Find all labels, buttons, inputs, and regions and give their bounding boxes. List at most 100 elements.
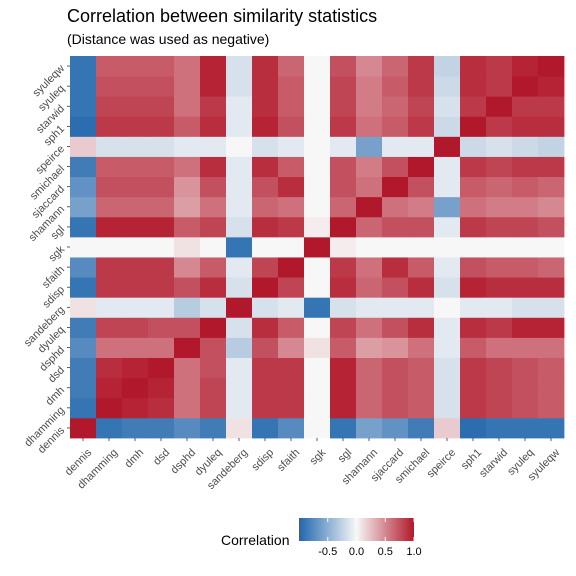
heatmap-cell bbox=[382, 257, 408, 278]
heatmap-cell bbox=[226, 96, 252, 117]
heatmap-cell bbox=[408, 378, 434, 399]
heatmap-cell bbox=[330, 217, 356, 238]
heatmap-cell bbox=[434, 197, 460, 218]
heatmap-cell bbox=[330, 277, 356, 298]
heatmap-cell bbox=[70, 297, 96, 318]
heatmap-cell bbox=[434, 96, 460, 117]
heatmap-cell bbox=[304, 378, 330, 399]
heatmap-cell bbox=[512, 237, 538, 258]
heatmap-cell bbox=[200, 56, 226, 77]
heatmap-cell bbox=[278, 217, 304, 238]
heatmap-cell bbox=[122, 96, 148, 117]
heatmap-cell bbox=[174, 378, 200, 399]
heatmap-cell bbox=[278, 297, 304, 318]
heatmap-cell bbox=[278, 177, 304, 198]
heatmap-cell bbox=[252, 418, 278, 439]
heatmap-cell bbox=[174, 418, 200, 439]
heatmap-cell bbox=[70, 217, 96, 238]
heatmap-cell bbox=[382, 277, 408, 298]
heatmap-cell bbox=[538, 358, 564, 379]
legend-tick-label: 1.0 bbox=[406, 546, 421, 558]
x-tick-label: sgk bbox=[308, 446, 329, 467]
y-tick-label: sfaith bbox=[40, 264, 67, 291]
heatmap-cell bbox=[226, 157, 252, 178]
heatmap-cell bbox=[200, 277, 226, 298]
heatmap-cell bbox=[304, 177, 330, 198]
heatmap-cell bbox=[356, 136, 382, 157]
heatmap-cell bbox=[512, 177, 538, 198]
heatmap-cell bbox=[382, 358, 408, 379]
heatmap-cell bbox=[330, 237, 356, 258]
heatmap-cell bbox=[122, 136, 148, 157]
heatmap-cell bbox=[122, 257, 148, 278]
heatmap-cell bbox=[356, 116, 382, 137]
heatmap-cell bbox=[434, 337, 460, 358]
heatmap-cell bbox=[382, 197, 408, 218]
heatmap-cell bbox=[70, 398, 96, 419]
heatmap-cell bbox=[200, 398, 226, 419]
heatmap-cell bbox=[70, 76, 96, 97]
heatmap-cell bbox=[512, 358, 538, 379]
heatmap-cell bbox=[512, 76, 538, 97]
heatmap-cell bbox=[408, 337, 434, 358]
heatmap-cell bbox=[460, 337, 486, 358]
heatmap-cell bbox=[330, 337, 356, 358]
heatmap-cell bbox=[330, 116, 356, 137]
heatmap-cell bbox=[122, 337, 148, 358]
heatmap-cell bbox=[512, 257, 538, 278]
heatmap-cell bbox=[200, 197, 226, 218]
heatmap-cell bbox=[486, 418, 512, 439]
heatmap-cell bbox=[148, 96, 174, 117]
heatmap-cell bbox=[512, 157, 538, 178]
heatmap-cell bbox=[512, 337, 538, 358]
heatmap-cell bbox=[512, 136, 538, 157]
heatmap-cell bbox=[174, 297, 200, 318]
heatmap-cell bbox=[304, 217, 330, 238]
heatmap-cell bbox=[278, 197, 304, 218]
heatmap-cells bbox=[70, 56, 564, 438]
x-tick-label: dsd bbox=[151, 447, 172, 468]
heatmap-cell bbox=[486, 96, 512, 117]
heatmap-cell bbox=[174, 197, 200, 218]
heatmap-cell bbox=[174, 317, 200, 338]
heatmap-cell bbox=[252, 277, 278, 298]
heatmap-cell bbox=[304, 76, 330, 97]
heatmap-cell bbox=[70, 378, 96, 399]
heatmap-cell bbox=[252, 177, 278, 198]
heatmap-cell bbox=[356, 237, 382, 258]
heatmap-cell bbox=[486, 358, 512, 379]
heatmap-cell bbox=[486, 378, 512, 399]
heatmap-cell bbox=[512, 277, 538, 298]
heatmap-cell bbox=[434, 116, 460, 137]
heatmap-cell bbox=[538, 378, 564, 399]
heatmap-cell bbox=[122, 418, 148, 439]
heatmap-cell bbox=[174, 257, 200, 278]
heatmap-cell bbox=[96, 136, 122, 157]
heatmap-cell bbox=[356, 217, 382, 238]
heatmap-cell bbox=[538, 297, 564, 318]
heatmap-cell bbox=[434, 257, 460, 278]
heatmap-cell bbox=[252, 116, 278, 137]
heatmap-cell bbox=[278, 96, 304, 117]
heatmap-cell bbox=[538, 337, 564, 358]
heatmap-cell bbox=[512, 197, 538, 218]
heatmap-cell bbox=[538, 96, 564, 117]
y-tick-label: dmh bbox=[43, 384, 67, 408]
heatmap-cell bbox=[330, 378, 356, 399]
heatmap-cell bbox=[356, 96, 382, 117]
heatmap-cell bbox=[460, 257, 486, 278]
heatmap-cell bbox=[486, 217, 512, 238]
heatmap-cell bbox=[538, 217, 564, 238]
heatmap-cell bbox=[382, 96, 408, 117]
chart-title: Correlation between similarity statistic… bbox=[67, 6, 377, 26]
heatmap-cell bbox=[96, 237, 122, 258]
heatmap-cell bbox=[226, 317, 252, 338]
heatmap-cell bbox=[304, 56, 330, 77]
heatmap-cell bbox=[434, 358, 460, 379]
heatmap-cell bbox=[96, 56, 122, 77]
heatmap-cell bbox=[538, 56, 564, 77]
heatmap-cell bbox=[174, 277, 200, 298]
x-tick-label: sgl bbox=[336, 447, 354, 465]
heatmap-cell bbox=[356, 378, 382, 399]
heatmap-cell bbox=[408, 157, 434, 178]
